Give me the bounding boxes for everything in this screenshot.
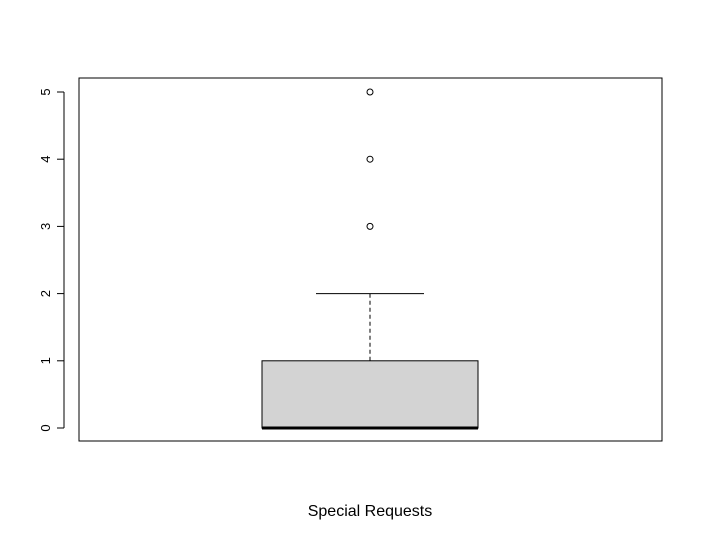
iqr-box bbox=[261, 360, 479, 429]
y-tick-label-2: 2 bbox=[38, 290, 53, 297]
y-tick-label-1: 1 bbox=[38, 357, 53, 364]
y-tick-label-0: 0 bbox=[38, 424, 53, 431]
outlier-point-5 bbox=[366, 88, 374, 96]
y-tick-label-5: 5 bbox=[38, 88, 53, 95]
y-tick-label-4: 4 bbox=[38, 156, 53, 163]
outlier-point-4 bbox=[366, 155, 374, 163]
plot-frame bbox=[78, 77, 663, 442]
outlier-point-3 bbox=[366, 222, 374, 230]
x-axis-label: Special Requests bbox=[308, 503, 433, 520]
box-group bbox=[261, 88, 479, 430]
y-tick-label-3: 3 bbox=[38, 223, 53, 230]
y-axis: 0 1 2 3 4 5 bbox=[38, 88, 65, 432]
